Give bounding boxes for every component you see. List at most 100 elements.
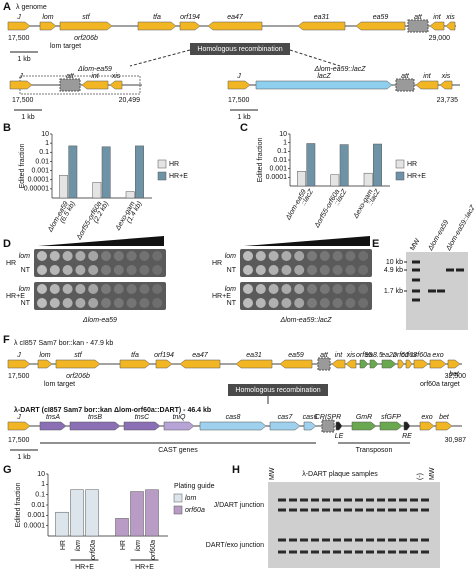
row-label: HR (212, 260, 222, 267)
y-tick-label: 0.0001 (24, 523, 46, 530)
lane-label: MW (269, 467, 276, 480)
spot (113, 251, 124, 261)
gene-label: lom (42, 14, 53, 21)
gene-arrow (345, 359, 357, 369)
gel-band (344, 508, 352, 512)
group-label: HR+E (135, 564, 154, 571)
gel-band (412, 268, 420, 272)
gene-label: orf194 (180, 14, 200, 21)
gene-label: orf194 (154, 352, 174, 359)
gel-title: λ-DART plaque samples (302, 471, 378, 478)
spot (281, 251, 292, 261)
gene-label: lacZ (317, 73, 331, 80)
row-label: NT (227, 300, 237, 307)
panel-letter: C (240, 122, 248, 134)
spot (49, 298, 60, 308)
legend-swatch (395, 159, 405, 169)
row-label: NT (21, 267, 31, 274)
y-tick-label: 0.0001 (28, 177, 50, 184)
gene-arrow (351, 421, 377, 431)
gel-band (344, 538, 352, 542)
y-tick-label: 1 (283, 140, 287, 147)
panel-letter: H (232, 464, 240, 476)
spot (307, 265, 317, 275)
legend-title: Plating guide (174, 483, 215, 490)
gel-band (377, 508, 385, 512)
gene-arrow (331, 359, 346, 369)
coordinate: 32,500 (445, 373, 467, 380)
gene-label: int (335, 352, 343, 359)
gene-arrow (69, 421, 121, 431)
gene-arrow (279, 359, 313, 369)
genome-title: λ-DART (cI857 Sam7 bor::kan Δlom-orf60a:… (14, 406, 211, 414)
gene-label: cas7 (278, 414, 294, 421)
gene-label: tfa (131, 352, 139, 359)
spot (243, 284, 253, 294)
gel-band (366, 550, 374, 554)
coordinate: 17,500 (8, 437, 30, 444)
gel-band (278, 498, 286, 502)
gene-label: stf (82, 14, 90, 21)
spot (358, 298, 369, 308)
gene-arrow (439, 80, 453, 90)
gene-arrow (355, 21, 406, 31)
spot (62, 284, 73, 294)
legend-label: HR+E (407, 173, 426, 180)
gene-arrow (447, 359, 461, 369)
gene-arrow (335, 421, 343, 431)
gel-band (421, 538, 429, 542)
gene-arrow (381, 359, 397, 369)
spot (243, 298, 253, 308)
panel-letter: F (3, 334, 10, 346)
gene-label: ea31 (314, 14, 330, 21)
x-tick-label: lom (135, 540, 142, 551)
gene-label: ea59 (373, 14, 389, 21)
row-label: HR (6, 260, 16, 267)
spot (152, 251, 163, 261)
row-label: DART/exo junction (206, 542, 264, 549)
coordinate: 23,735 (437, 97, 459, 104)
gene-label: LE (335, 433, 344, 440)
marker-label: 10 kb (386, 259, 403, 266)
gel-band (355, 508, 363, 512)
gel-band (344, 498, 352, 502)
construct-title: Δlom-ea59 (77, 66, 112, 73)
gene-label: orf55 (356, 352, 372, 359)
gel (268, 482, 440, 568)
gel-band (399, 498, 407, 502)
gel-band (366, 538, 374, 542)
gene-arrow (163, 421, 195, 431)
gene-label: int (423, 73, 431, 80)
group-label: HR+E (75, 564, 94, 571)
gel-band (399, 550, 407, 554)
gel-band (333, 538, 341, 542)
gel-band (289, 508, 297, 512)
gel-band (300, 538, 308, 542)
row-label: lom (19, 286, 30, 293)
gene-arrow (7, 21, 31, 31)
coordinate: 29,000 (429, 35, 451, 42)
spot (255, 298, 266, 308)
gene-label: J (16, 414, 21, 421)
gel-band (421, 508, 429, 512)
spot (101, 298, 111, 308)
gel-band (410, 508, 418, 512)
legend-swatch (395, 171, 405, 181)
gene-label: orf63 (401, 352, 417, 359)
gel-band (377, 550, 385, 554)
dilution-wedge (38, 236, 164, 246)
spot (75, 265, 86, 275)
gel-band (399, 538, 407, 542)
gene-label: J (16, 352, 21, 359)
panel-letter: G (3, 464, 12, 476)
gene-arrow (55, 359, 101, 369)
gel-band (322, 538, 330, 542)
panel-letter: A (3, 1, 11, 13)
bar (297, 171, 306, 187)
gel-band (377, 498, 385, 502)
gene-label: J (236, 73, 241, 80)
gel-band (333, 550, 341, 554)
arrow (289, 49, 341, 67)
gene-arrow (7, 359, 31, 369)
spot (345, 251, 356, 261)
